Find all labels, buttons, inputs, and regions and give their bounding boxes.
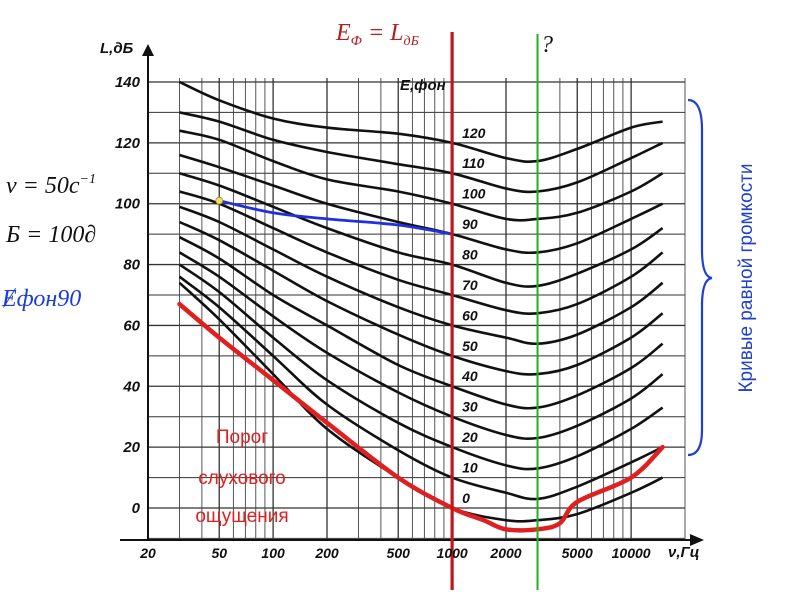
y-axis-title: L,дБ <box>100 40 134 57</box>
x-tick-label: 50 <box>211 545 227 561</box>
phon-label: Ɇфон90 <box>1 286 81 312</box>
phon-label-70: 70 <box>462 277 478 293</box>
axes <box>120 44 704 546</box>
x-tick-label: 200 <box>314 545 339 561</box>
blue-curve <box>218 199 453 236</box>
curve-20-phon <box>178 263 664 471</box>
side-label: Кривые равной громкости <box>736 163 757 392</box>
y-tick-label: 0 <box>132 500 141 517</box>
phon-label-80: 80 <box>462 247 478 263</box>
phon-label-30: 30 <box>462 399 478 415</box>
overlays <box>177 32 665 590</box>
x-tick-label: 1000 <box>437 545 468 561</box>
y-tick-label: 120 <box>115 135 141 152</box>
y-tick-label: 140 <box>115 74 141 91</box>
y-tick-label: 40 <box>122 378 140 395</box>
question-mark: ? <box>541 32 553 58</box>
curve-group-title: E,фон <box>400 77 446 94</box>
phon-label-60: 60 <box>462 307 478 323</box>
b-formula: Б = 100∂ <box>5 222 96 248</box>
formula-top: EФ = LдБ <box>335 20 419 49</box>
curly-brace <box>687 98 713 457</box>
phon-label-10: 10 <box>462 460 478 476</box>
phon-label-40: 40 <box>461 368 478 384</box>
threshold-label-line-1: Порог <box>216 427 268 448</box>
equal-loudness-curves <box>178 80 664 523</box>
curve-10-phon <box>178 275 664 501</box>
x-tick-label: 20 <box>139 545 156 561</box>
phon-label-120: 120 <box>462 125 486 141</box>
y-tick-label: 80 <box>123 257 140 274</box>
x-tick-label: 2000 <box>489 545 521 561</box>
x-tick-label: 5000 <box>562 545 593 561</box>
nu-formula: ν = 50c−1 <box>6 172 96 199</box>
y-tick-label: 60 <box>123 317 140 334</box>
y-tick-label: 20 <box>122 439 140 456</box>
phon-label-20: 20 <box>461 429 478 445</box>
x-tick-label: 10000 <box>612 545 651 561</box>
curve-40-phon <box>178 236 664 410</box>
curve-80-phon <box>179 172 664 288</box>
threshold-label-line-3: ощущения <box>195 506 288 527</box>
y-tick-label: 100 <box>115 196 141 213</box>
x-axis-title: ν,Гц <box>668 544 699 561</box>
phon-label-90: 90 <box>462 216 478 232</box>
x-tick-label: 500 <box>387 545 411 561</box>
x-axis-arrow <box>690 534 704 546</box>
curve-30-phon <box>178 251 664 440</box>
phon-label-100: 100 <box>462 186 486 202</box>
x-tick-label: 100 <box>261 545 285 561</box>
phon-label-110: 110 <box>462 155 485 171</box>
threshold-label-line-2: слухового <box>198 468 285 489</box>
phon-label-50: 50 <box>462 338 478 354</box>
phon-label-0: 0 <box>462 490 470 506</box>
y-axis-arrow <box>142 44 154 56</box>
blue-curve-point <box>215 196 224 205</box>
threshold-curve <box>177 301 665 533</box>
